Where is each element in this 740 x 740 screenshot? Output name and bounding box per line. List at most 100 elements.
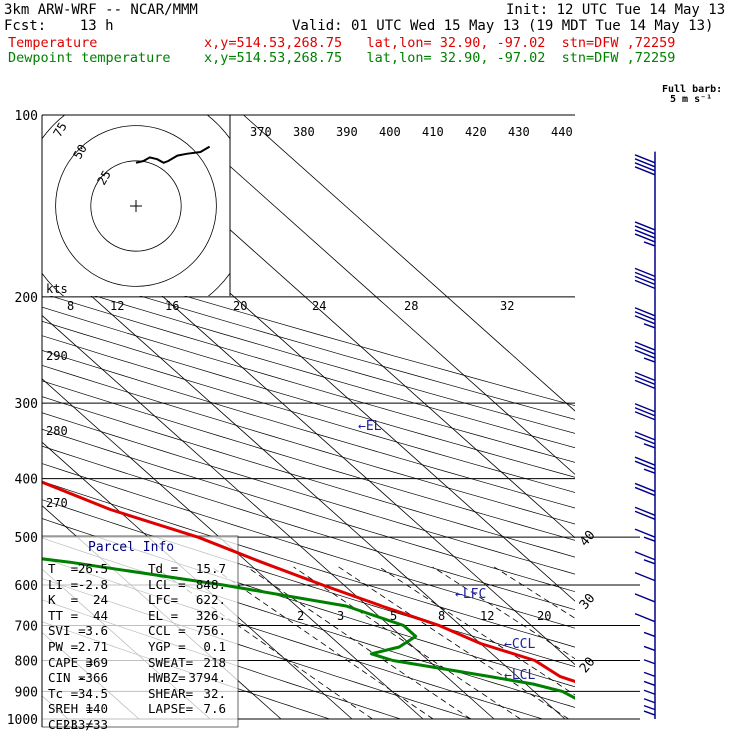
wind-barb xyxy=(643,689,656,695)
dry-adiabat xyxy=(42,279,575,434)
wind-barb xyxy=(643,468,656,474)
theta-label: 280 xyxy=(46,424,68,438)
wind-barb xyxy=(634,271,656,282)
parcel-param-value: -366 xyxy=(77,670,108,686)
mixing-ratio-lines xyxy=(154,566,575,720)
dry-adiabat xyxy=(42,320,575,478)
wind-barb xyxy=(634,371,656,382)
parcel-param-value: 32. xyxy=(203,685,226,701)
parcel-param-name: SHEAR= xyxy=(148,685,194,701)
parcel-param-name: LAPSE= xyxy=(148,701,194,717)
wind-barb xyxy=(643,443,656,449)
hodograph-trace xyxy=(135,145,211,164)
parcel-param-value: 0.1 xyxy=(203,639,226,654)
wind-barb xyxy=(634,279,656,290)
parcel-param-name: LI = xyxy=(48,576,79,592)
pressure-label: 100 xyxy=(15,109,38,124)
parcel-param-value: 44 xyxy=(92,607,108,623)
parcel-param-value: 3794. xyxy=(188,670,226,686)
wind-barb xyxy=(634,407,656,417)
mixing-ratio-label: 12 xyxy=(480,609,494,623)
parcel-param-name: CAPE = xyxy=(48,654,94,670)
lcl-marker: ←LCL xyxy=(504,668,535,683)
mixing-ratio-label: 3 xyxy=(337,609,344,623)
wind-barb xyxy=(643,559,656,565)
theta-label: 410 xyxy=(422,125,444,139)
hodograph-ring-label: 16 xyxy=(165,299,179,313)
parcel-param-value: 26.5 xyxy=(77,561,108,576)
wind-barb xyxy=(634,482,656,493)
wind-barb xyxy=(634,233,656,243)
pressure-label: 600 xyxy=(15,579,38,594)
parcel-param-value: 218 xyxy=(203,654,226,670)
pressure-label: 500 xyxy=(15,531,38,546)
wind-barb xyxy=(643,631,656,638)
hodograph-ring-label: 28 xyxy=(404,299,418,313)
pressure-label: 200 xyxy=(15,291,38,306)
wind-barb xyxy=(634,431,656,441)
parcel-param-value: 2.71 xyxy=(77,639,108,654)
wind-barb xyxy=(634,225,656,235)
hodograph-ring-label: 12 xyxy=(110,299,124,313)
isotherm-line xyxy=(42,251,566,720)
wind-barb xyxy=(634,158,656,168)
dewpoint-legend: Dewpoint temperature xyxy=(8,50,171,66)
wind-barb xyxy=(634,267,656,278)
parcel-param-value: 7.6 xyxy=(203,701,226,717)
parcel-param-value: 233/33 xyxy=(62,717,108,732)
isotherm-label: 20 xyxy=(577,655,599,677)
wind-barb xyxy=(634,311,656,321)
pressure-label: 800 xyxy=(15,654,38,669)
wind-barb xyxy=(634,460,656,470)
wind-barb xyxy=(634,456,656,466)
parcel-param-name: Tc = xyxy=(48,685,79,701)
valid-time: Valid: 01 UTC Wed 15 May 13 (19 MDT Tue … xyxy=(292,18,714,34)
wind-barb xyxy=(634,345,656,355)
theta-label: 440 xyxy=(551,125,573,139)
dry-adiabat xyxy=(42,599,401,720)
dry-adiabat xyxy=(42,578,472,720)
hodograph-ring-label: 20 xyxy=(233,299,247,313)
theta-label: 400 xyxy=(379,125,401,139)
wind-barb xyxy=(634,307,656,317)
wind-barb xyxy=(634,315,656,325)
wind-barb xyxy=(643,357,656,363)
wind-barb xyxy=(634,435,656,445)
wind-barb xyxy=(634,229,656,239)
dry-adiabat xyxy=(42,292,575,449)
wind-barb xyxy=(634,506,656,516)
temperature-legend: Temperature xyxy=(8,35,98,51)
hodograph-ring xyxy=(55,125,217,287)
mixing-ratio-label: 5 xyxy=(390,609,397,623)
parcel-param-name: LCL = xyxy=(148,576,186,592)
hodograph-ring-label: 8 xyxy=(67,299,74,313)
wind-barb xyxy=(634,162,656,172)
hodograph-ring-label: 24 xyxy=(312,299,326,313)
isotherm-line xyxy=(42,378,424,720)
theta-label: 290 xyxy=(46,349,68,363)
wind-barb xyxy=(634,551,656,561)
wind-barb xyxy=(643,323,656,329)
parcel-info-title: Parcel Info xyxy=(88,540,175,555)
wind-barb xyxy=(634,613,656,623)
hodograph-ring-label: 32 xyxy=(500,299,514,313)
parcel-param-value: 140 xyxy=(85,701,108,717)
parcel-param-value: 34.5 xyxy=(77,685,108,701)
pressure-label: 400 xyxy=(15,473,38,488)
forecast-hour: Fcst: 13 h xyxy=(4,18,114,34)
parcel-param-name: T = xyxy=(48,561,79,576)
parcel-param-value: 3.6 xyxy=(85,623,108,639)
dry-adiabat xyxy=(42,412,575,575)
parcel-param-name: PW = xyxy=(48,639,79,654)
level-annotations: ←EL ←LFC ←CCL ←LCL xyxy=(358,419,535,683)
parcel-param-name: K = xyxy=(48,592,79,608)
wind-barb xyxy=(643,536,656,542)
wind-barb xyxy=(634,341,656,351)
parcel-param-name: Td = xyxy=(148,561,179,576)
dry-adiabat xyxy=(42,253,575,407)
isotherm-label: 40 xyxy=(577,528,599,550)
parcel-param-value: 15.7 xyxy=(195,561,226,576)
pressure-label: 1000 xyxy=(7,713,38,728)
